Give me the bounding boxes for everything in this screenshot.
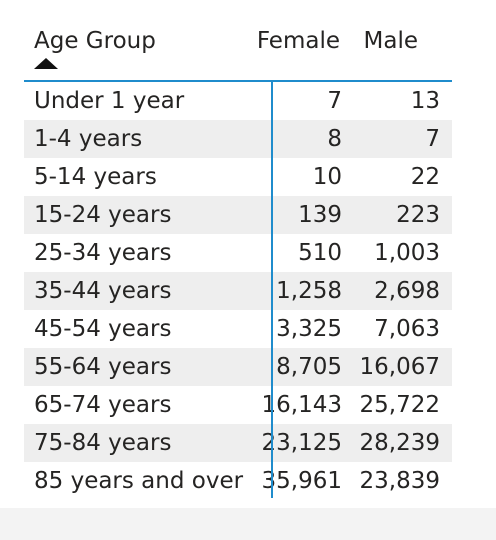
table-row[interactable]: 85 years and over 35,961 23,839: [24, 462, 452, 500]
male-cell: 16,067: [359, 354, 440, 380]
age-group-cell: 45-54 years: [34, 316, 172, 342]
column-header-age-group[interactable]: Age Group: [34, 28, 156, 54]
age-group-cell: 25-34 years: [34, 240, 172, 266]
male-cell: 28,239: [359, 430, 440, 456]
table-row[interactable]: 15-24 years 139 223: [24, 196, 452, 234]
table-row[interactable]: 55-64 years 8,705 16,067: [24, 348, 452, 386]
male-cell: 22: [410, 164, 440, 190]
male-cell: 1,003: [374, 240, 440, 266]
sort-ascending-icon[interactable]: [34, 58, 58, 69]
table-row[interactable]: 25-34 years 510 1,003: [24, 234, 452, 272]
female-cell: 3,325: [276, 316, 342, 342]
age-group-cell: 85 years and over: [34, 468, 244, 494]
female-cell: 8: [327, 126, 342, 152]
male-cell: 23,839: [359, 468, 440, 494]
age-group-cell: 65-74 years: [34, 392, 172, 418]
column-header-male[interactable]: Male: [363, 28, 418, 54]
table-row[interactable]: 5-14 years 10 22: [24, 158, 452, 196]
female-cell: 10: [312, 164, 342, 190]
table-row[interactable]: Under 1 year 7 13: [24, 82, 452, 120]
age-group-cell: 75-84 years: [34, 430, 172, 456]
table-row[interactable]: 35-44 years 1,258 2,698: [24, 272, 452, 310]
age-group-cell: 1-4 years: [34, 126, 143, 152]
table-row[interactable]: 65-74 years 16,143 25,722: [24, 386, 452, 424]
female-cell: 35,961: [261, 468, 342, 494]
male-cell: 25,722: [359, 392, 440, 418]
column-divider: [271, 80, 273, 498]
column-header-female[interactable]: Female: [256, 28, 340, 54]
table-row[interactable]: 45-54 years 3,325 7,063: [24, 310, 452, 348]
female-cell: 510: [298, 240, 342, 266]
female-cell: 7: [327, 88, 342, 114]
male-cell: 13: [410, 88, 440, 114]
table-body: Under 1 year 7 13 1-4 years 8 7 5-14 yea…: [24, 82, 452, 500]
table-row[interactable]: 1-4 years 8 7: [24, 120, 452, 158]
female-cell: 16,143: [261, 392, 342, 418]
male-cell: 223: [396, 202, 440, 228]
age-group-cell: 5-14 years: [34, 164, 157, 190]
table-visual: Age Group Female Male Under 1 year 7 13 …: [0, 0, 496, 508]
female-cell: 1,258: [276, 278, 342, 304]
male-cell: 2,698: [374, 278, 440, 304]
female-cell: 23,125: [261, 430, 342, 456]
age-group-cell: Under 1 year: [34, 88, 185, 114]
age-group-cell: 55-64 years: [34, 354, 172, 380]
table-row[interactable]: 75-84 years 23,125 28,239: [24, 424, 452, 462]
data-table: Age Group Female Male Under 1 year 7 13 …: [24, 0, 452, 500]
female-cell: 139: [298, 202, 342, 228]
male-cell: 7,063: [374, 316, 440, 342]
table-header: Age Group Female Male: [24, 0, 452, 82]
female-cell: 8,705: [276, 354, 342, 380]
age-group-cell: 35-44 years: [34, 278, 172, 304]
age-group-cell: 15-24 years: [34, 202, 172, 228]
male-cell: 7: [425, 126, 440, 152]
